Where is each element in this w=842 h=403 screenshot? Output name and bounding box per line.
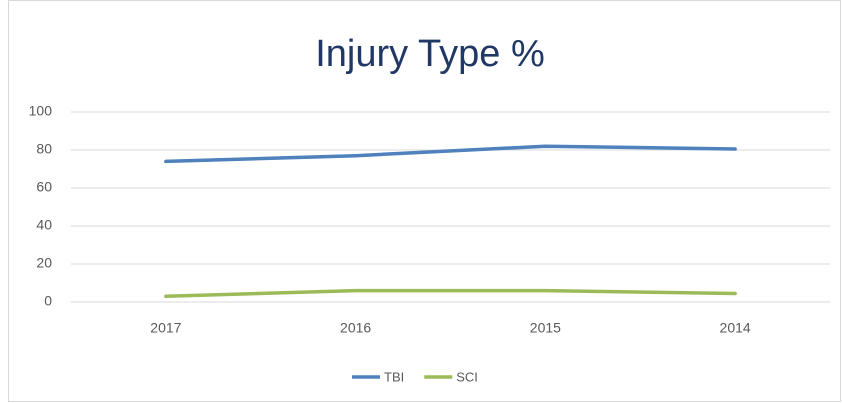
y-tick-label: 40 [36, 217, 52, 233]
legend-label: TBI [384, 369, 404, 384]
y-tick-label: 100 [29, 103, 53, 119]
x-tick-label: 2017 [150, 320, 181, 336]
y-tick-label: 80 [36, 141, 52, 157]
chart-title: Injury Type % [315, 33, 545, 75]
chart-border [8, 0, 841, 402]
line-series [164, 288, 737, 299]
y-tick-label: 20 [36, 255, 52, 271]
line-series [164, 144, 737, 164]
y-tick-label: 60 [36, 179, 52, 195]
x-tick-label: 2016 [340, 320, 371, 336]
x-tick-label: 2015 [530, 320, 561, 336]
x-tick-label: 2014 [720, 320, 751, 336]
y-tick-label: 0 [44, 293, 52, 309]
legend-label: SCI [456, 369, 478, 384]
